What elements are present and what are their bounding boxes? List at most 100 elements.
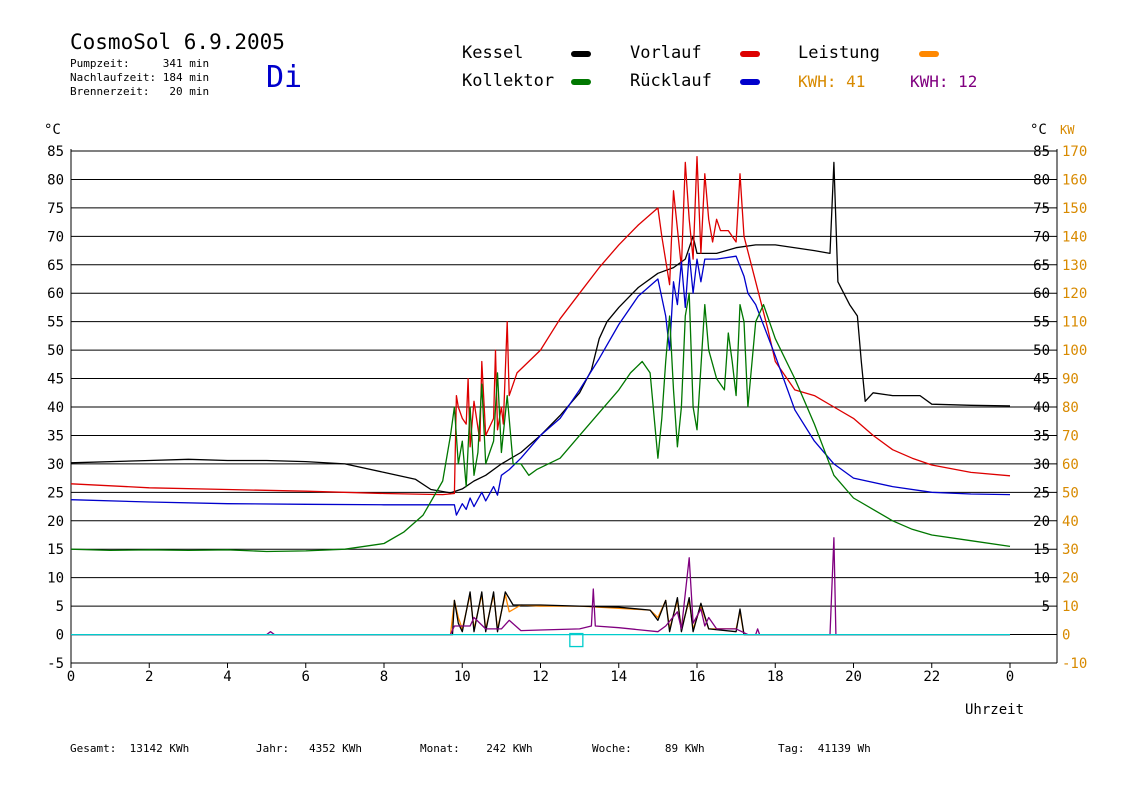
y-tick-right-temp: 60 — [1033, 286, 1050, 302]
y-tick-right-temp: 75 — [1033, 201, 1050, 217]
y-tick-left: 85 — [47, 144, 64, 160]
y-tick-left: 80 — [47, 172, 64, 188]
kwh-leistung: KWH: 41 — [798, 72, 866, 91]
y-tick-left: -5 — [47, 656, 64, 672]
legend-leistung-swatch — [919, 51, 939, 57]
y-tick-left: 40 — [47, 400, 64, 416]
y-tick-right-temp: 30 — [1033, 457, 1050, 473]
y-tick-right-temp: 20 — [1033, 514, 1050, 530]
footer-gesamt: Gesamt: 13142 KWh — [70, 742, 190, 755]
y-tick-right-temp: 25 — [1033, 485, 1050, 501]
series-leistung — [71, 594, 1010, 636]
y-tick-left: 35 — [47, 428, 64, 444]
x-tick-label: 4 — [223, 669, 231, 685]
x-tick-label: 20 — [845, 669, 862, 685]
y-tick-right-temp: 85 — [1033, 144, 1050, 160]
y-tick-left: 10 — [47, 571, 64, 587]
y-tick-left: 65 — [47, 258, 64, 274]
series-kollektor — [70, 292, 1011, 553]
cursor-marker — [569, 632, 584, 648]
x-tick-label: 14 — [610, 669, 627, 685]
x-tick-label: 16 — [689, 669, 706, 685]
legend-leistung: Leistung — [798, 43, 880, 63]
y-tick-left: 25 — [47, 485, 64, 501]
kwh-brenner: KWH: 12 — [910, 72, 978, 91]
y-tick-left: 60 — [47, 286, 64, 302]
y-left-unit: °C — [44, 122, 61, 138]
footer-monat: Monat: 242 KWh — [420, 742, 533, 755]
y-tick-right-power: 160 — [1062, 172, 1087, 188]
y-tick-left: 30 — [47, 457, 64, 473]
y-tick-right-power: 80 — [1062, 400, 1079, 416]
y-tick-right-power: 20 — [1062, 571, 1079, 587]
y-tick-right-temp: 50 — [1033, 343, 1050, 359]
y-tick-left: 20 — [47, 514, 64, 530]
x-tick-label: 12 — [532, 669, 549, 685]
y-tick-right-temp: 40 — [1033, 400, 1050, 416]
x-axis-label: Uhrzeit — [965, 702, 1025, 718]
legend-kessel-swatch — [571, 51, 591, 57]
series-kessel-leistung — [71, 591, 1010, 636]
y-tick-right-temp: 45 — [1033, 372, 1050, 388]
info-brennerzeit: Brennerzeit: 20 min — [70, 85, 210, 98]
y-tick-right-temp: 15 — [1033, 542, 1050, 558]
x-tick-label: 10 — [454, 669, 471, 685]
y-tick-right-temp: 5 — [1042, 599, 1050, 615]
y-tick-right-power: 130 — [1062, 258, 1087, 274]
y-right-unit-temp: °C — [1030, 122, 1047, 138]
footer-woche: Woche: 89 KWh — [592, 742, 705, 755]
series-layer — [70, 156, 1011, 648]
y-tick-right-power: 150 — [1062, 201, 1087, 217]
series-brenner — [71, 537, 1010, 636]
info-nachlaufzeit: Nachlaufzeit: 184 min — [70, 71, 210, 84]
y-tick-left: 0 — [56, 628, 64, 644]
legend-kollektor: Kollektor — [462, 71, 555, 91]
y-right-unit-power: KW — [1060, 123, 1075, 137]
y-tick-right-power: 90 — [1062, 372, 1079, 388]
legend-vorlauf-swatch — [740, 51, 760, 57]
legend-kessel: Kessel — [462, 43, 524, 63]
y-tick-right-power: 40 — [1062, 514, 1079, 530]
y-tick-right-power: -10 — [1062, 656, 1087, 672]
y-tick-right-power: 60 — [1062, 457, 1079, 473]
y-tick-right-power: 50 — [1062, 485, 1079, 501]
series-vorlauf — [70, 156, 1011, 496]
x-tick-label: 8 — [380, 669, 388, 685]
y-tick-left: 5 — [56, 599, 64, 615]
y-tick-left: 50 — [47, 343, 64, 359]
y-tick-left: 55 — [47, 315, 64, 331]
y-tick-right-power: 0 — [1062, 628, 1070, 644]
y-tick-left: 70 — [47, 229, 64, 245]
y-tick-right-power: 100 — [1062, 343, 1087, 359]
x-tick-label: 18 — [767, 669, 784, 685]
x-tick-label: 2 — [145, 669, 153, 685]
chart-title: CosmoSol 6.9.2005 — [70, 30, 285, 54]
y-tick-right-temp: 35 — [1033, 428, 1050, 444]
x-tick-label: 6 — [302, 669, 310, 685]
series-r-cklauf — [70, 252, 1011, 516]
y-tick-right-power: 170 — [1062, 144, 1087, 160]
y-tick-right-power: 70 — [1062, 428, 1079, 444]
x-tick-label: 0 — [1006, 669, 1014, 685]
y-tick-right-power: 10 — [1062, 599, 1079, 615]
grid-layer — [70, 149, 1058, 664]
y-tick-right-power: 30 — [1062, 542, 1079, 558]
y-tick-right-power: 110 — [1062, 315, 1087, 331]
y-tick-right-temp: 10 — [1033, 571, 1050, 587]
legend-ruecklauf: Rücklauf — [630, 71, 712, 91]
x-tick-label: 0 — [67, 669, 75, 685]
series-kessel — [70, 161, 1011, 494]
ticks-layer: -505101520253035404550556065707580855101… — [47, 144, 1087, 685]
y-tick-right-temp: 65 — [1033, 258, 1050, 274]
weekday-label: Di — [266, 60, 303, 95]
x-tick-label: 22 — [923, 669, 940, 685]
footer-tag: Tag: 41139 Wh — [778, 742, 871, 755]
info-pumpzeit: Pumpzeit: 341 min — [70, 57, 210, 70]
legend-ruecklauf-swatch — [740, 79, 760, 85]
legend-vorlauf: Vorlauf — [630, 43, 702, 63]
y-tick-right-power: 140 — [1062, 229, 1087, 245]
legend-kollektor-swatch — [571, 79, 591, 85]
footer-jahr: Jahr: 4352 KWh — [256, 742, 362, 755]
y-tick-left: 15 — [47, 542, 64, 558]
